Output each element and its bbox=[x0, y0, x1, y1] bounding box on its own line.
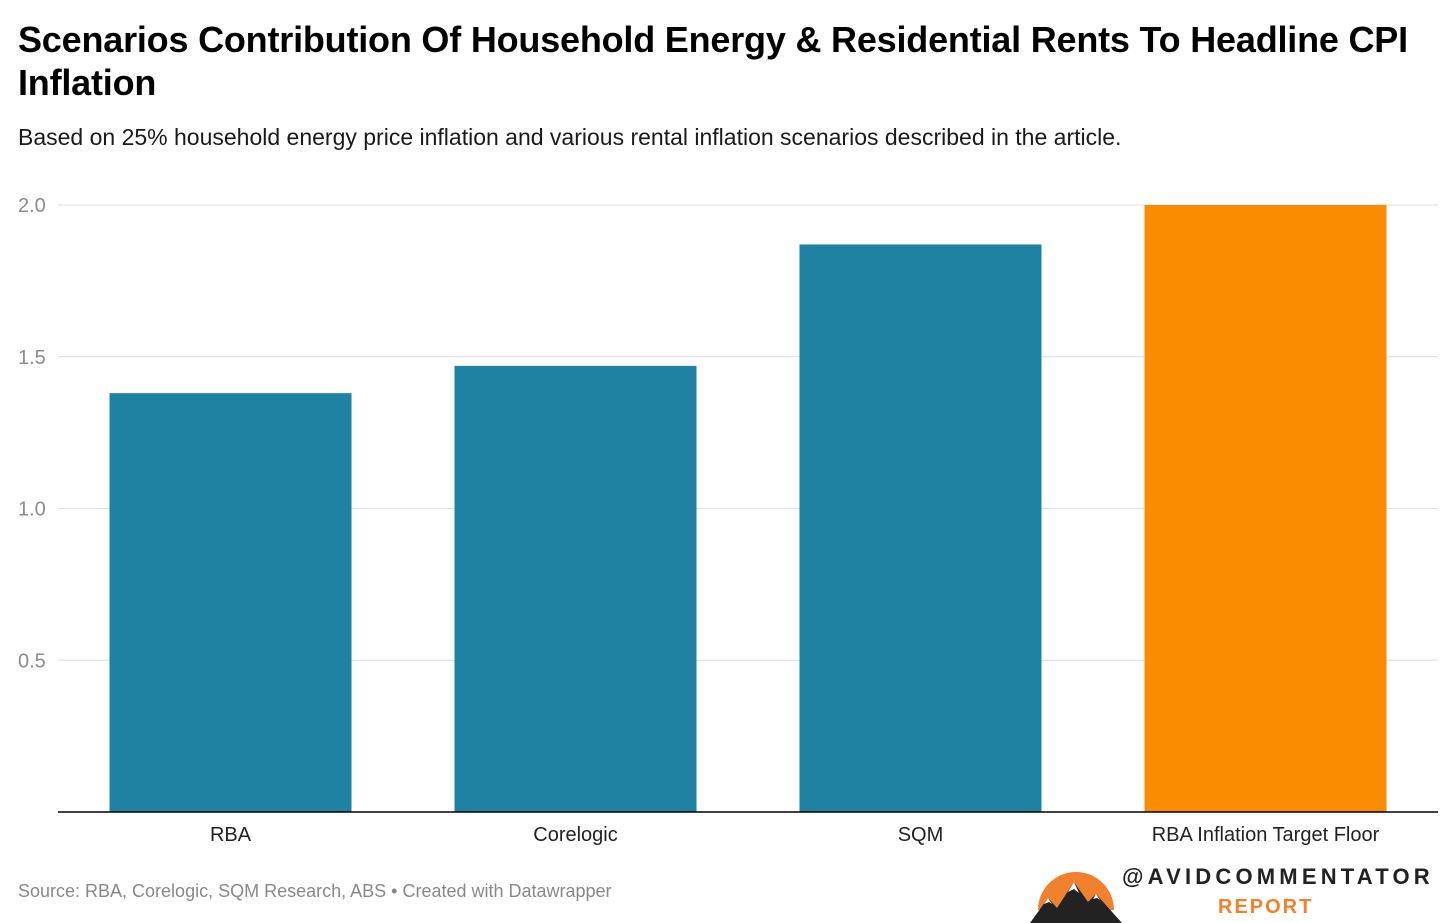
bar-rba bbox=[109, 393, 352, 812]
y-tick-label: 1.0 bbox=[18, 499, 46, 521]
y-tick-label: 1.5 bbox=[18, 347, 46, 369]
x-category-label: SQM bbox=[898, 824, 944, 846]
logo-handle: @AVIDCOMMENTATOR bbox=[1122, 864, 1434, 889]
x-category-label: RBA Inflation Target Floor bbox=[1152, 824, 1380, 846]
mountain-sun-icon bbox=[1030, 872, 1122, 923]
y-tick-labels: 0.5 1.0 1.5 2.0 bbox=[18, 195, 46, 672]
source-note: Source: RBA, Corelogic, SQM Research, AB… bbox=[18, 881, 612, 901]
x-category-label: RBA bbox=[210, 824, 252, 846]
x-category-label: Corelogic bbox=[533, 824, 617, 846]
brand-logo: @AVIDCOMMENTATOR REPORT bbox=[1030, 858, 1450, 923]
bar-corelogic bbox=[454, 365, 697, 812]
bar-sqm bbox=[799, 244, 1042, 812]
chart-subtitle: Based on 25% household energy price infl… bbox=[18, 124, 1122, 150]
y-tick-label: 0.5 bbox=[18, 650, 46, 672]
x-category-labels: RBA Corelogic SQM RBA Inflation Target Floo… bbox=[210, 824, 1380, 846]
bars bbox=[109, 205, 1387, 812]
bar-rba-inflation-target-floor bbox=[1144, 205, 1387, 812]
chart-title: Scenarios Contribution Of Household Ener… bbox=[18, 19, 1408, 103]
y-tick-label: 2.0 bbox=[18, 195, 46, 217]
logo-report: REPORT bbox=[1218, 896, 1314, 918]
